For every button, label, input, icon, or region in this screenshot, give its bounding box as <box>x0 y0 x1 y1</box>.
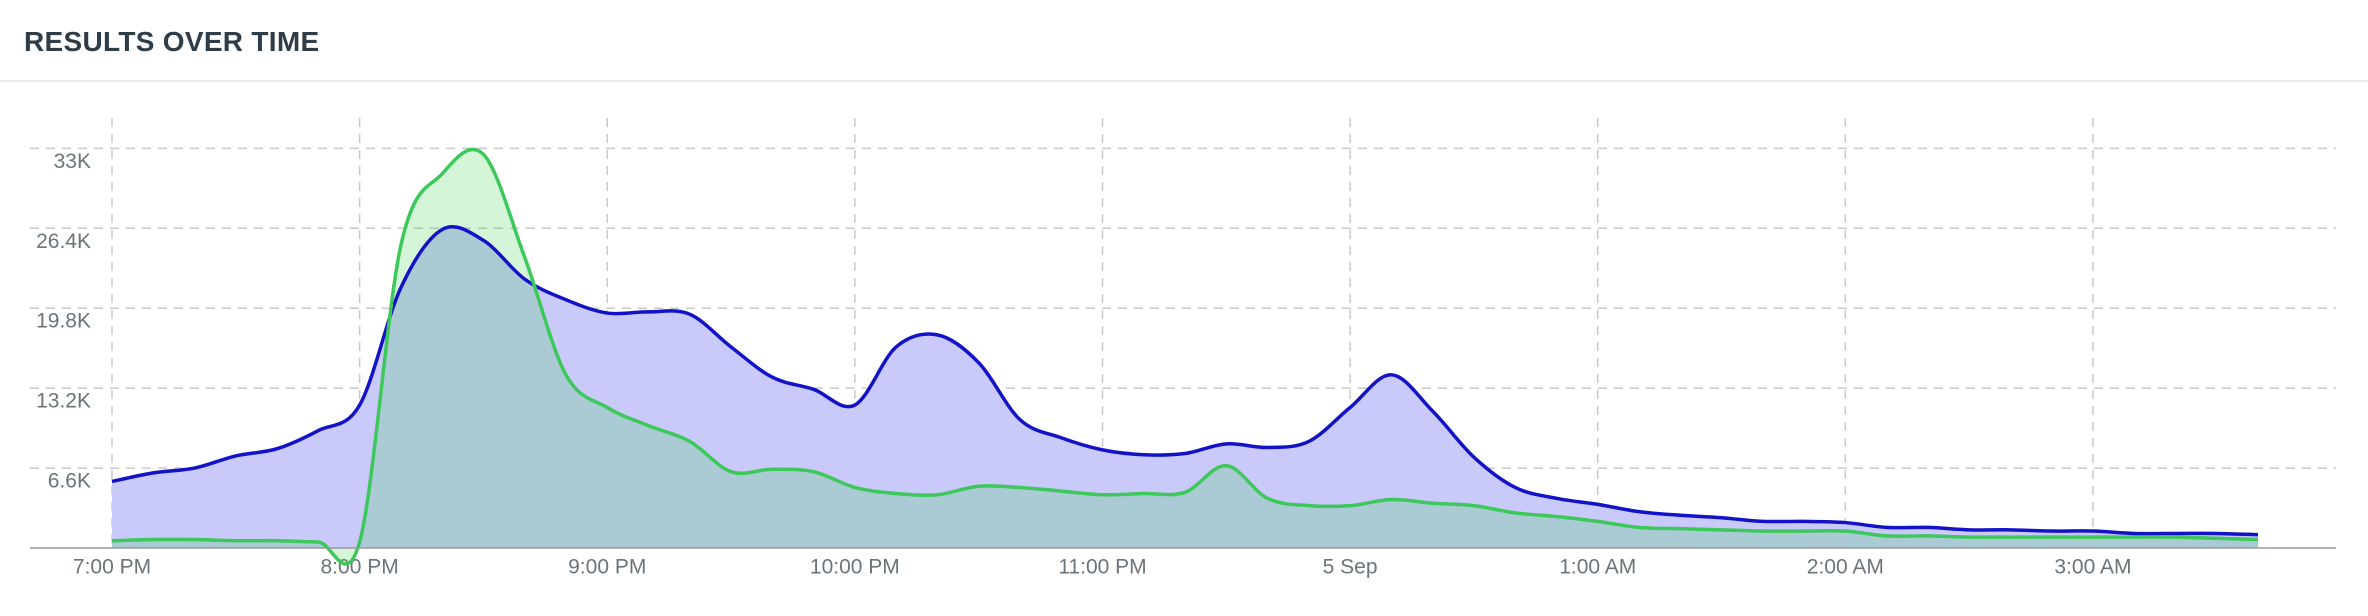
series-line <box>111 147 2259 566</box>
series-area <box>112 149 2259 564</box>
y-tick-label: 6.6K <box>48 470 91 493</box>
series-area <box>112 226 2259 548</box>
series-line <box>111 224 2259 537</box>
y-tick-label: 26.4K <box>36 230 91 253</box>
x-tick-label: 11:00 PM <box>1058 556 1146 579</box>
x-tick-label: 7:00 PM <box>73 556 151 579</box>
x-tick-label: 3:00 AM <box>2054 556 2131 579</box>
chart-title: RESULTS OVER TIME <box>24 26 320 57</box>
card-header <box>0 0 2368 82</box>
x-tick-label: 1:00 AM <box>1559 556 1636 579</box>
y-tick-label: 13.2K <box>36 390 91 413</box>
x-tick-label: 10:00 PM <box>810 556 900 579</box>
x-tick-label: 9:00 PM <box>568 556 646 579</box>
x-tick-label: 5 Sep <box>1323 556 1378 579</box>
y-tick-label: 19.8K <box>36 310 91 333</box>
x-tick-label: 8:00 PM <box>321 556 399 579</box>
y-tick-label: 33K <box>54 150 91 173</box>
x-tick-label: 2:00 AM <box>1807 556 1884 579</box>
